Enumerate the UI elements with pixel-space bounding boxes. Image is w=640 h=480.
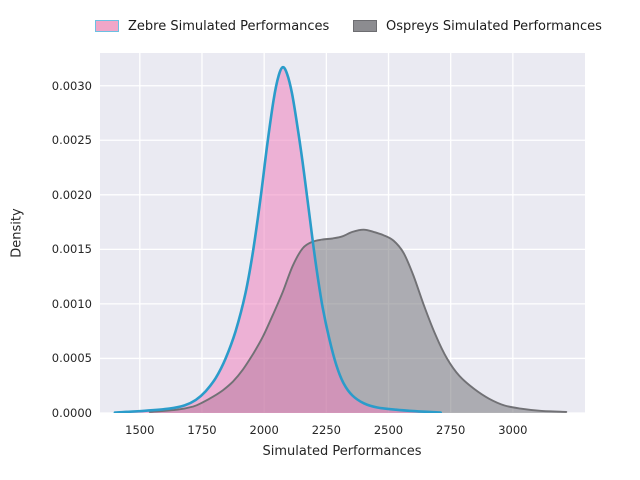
- x-axis-label: Simulated Performances: [262, 444, 422, 459]
- legend-entry-zebre: Zebre Simulated Performances: [95, 18, 329, 34]
- legend-label-ospreys: Ospreys Simulated Performances: [386, 18, 602, 34]
- y-tick-label: 0.0015: [51, 242, 92, 257]
- ospreys-density-line: [148, 228, 568, 413]
- x-tick-label: 2500: [373, 423, 404, 437]
- y-tick-label: 0.0020: [51, 187, 92, 202]
- y-tick-label: 0.0030: [51, 78, 92, 93]
- legend-swatch-1: [353, 20, 377, 32]
- y-tick-label: 0.0025: [51, 133, 92, 148]
- legend-label-zebre: Zebre Simulated Performances: [128, 18, 330, 34]
- x-tick-label: 3000: [498, 423, 528, 437]
- x-tick-label: 1500: [125, 423, 155, 437]
- x-tick-label: 2250: [311, 423, 341, 437]
- y-axis-label: Density: [9, 208, 25, 258]
- zebre-density-line: [113, 65, 442, 413]
- zebre-density-area: [114, 67, 441, 413]
- x-tick-label: 2750: [436, 423, 466, 437]
- x-tick-label: 2000: [249, 423, 279, 437]
- x-tick-label: 1750: [187, 423, 217, 437]
- legend-swatch-0: [95, 20, 119, 32]
- y-tick-label: 0.0000: [51, 406, 92, 420]
- legend-entry-ospreys: Ospreys Simulated Performances: [353, 18, 602, 34]
- y-tick-label: 0.0010: [51, 296, 92, 311]
- y-tick-label: 0.0005: [51, 351, 92, 366]
